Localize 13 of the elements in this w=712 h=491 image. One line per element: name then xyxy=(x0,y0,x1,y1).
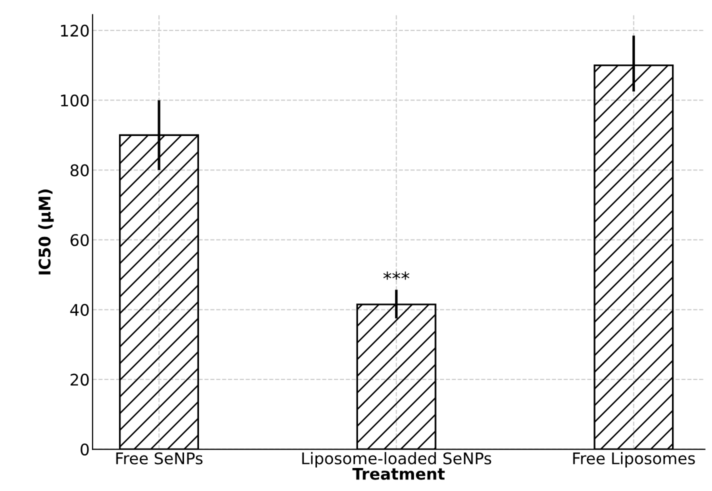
x-tick-label: Free SeNPs xyxy=(116,452,203,464)
y-tick-label: 120 xyxy=(61,24,89,37)
y-tick-label: 20 xyxy=(70,374,89,386)
annotation: *** xyxy=(383,272,410,280)
y-tick-label: 80 xyxy=(70,164,89,176)
y-tick-label: 100 xyxy=(61,94,89,107)
x-axis-title: Treatment xyxy=(352,468,445,480)
x-tick-label: Liposome-loaded SeNPs xyxy=(302,452,492,468)
y-tick-label: 40 xyxy=(70,304,89,316)
y-axis-title: IC50 (µM) xyxy=(38,190,54,274)
x-tick-label: Free Liposomes xyxy=(573,452,695,468)
y-tick-label: 0 xyxy=(80,443,89,456)
y-tick-label: 60 xyxy=(70,234,89,246)
